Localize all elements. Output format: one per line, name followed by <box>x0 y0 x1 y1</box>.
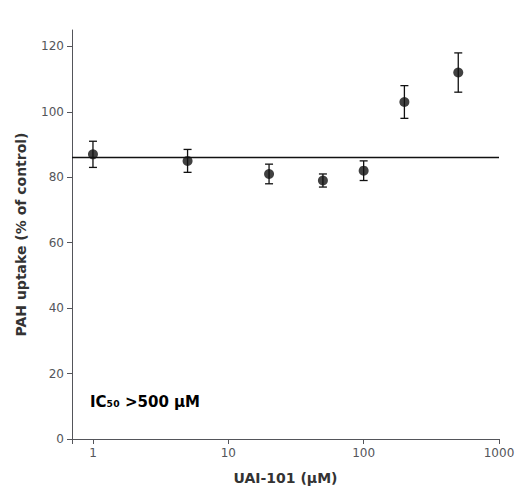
svg-text:120: 120 <box>41 39 64 53</box>
svg-text:10: 10 <box>221 446 236 460</box>
svg-text:80: 80 <box>49 170 64 184</box>
svg-text:IC₅₀ >500 μM: IC₅₀ >500 μM <box>90 393 200 411</box>
svg-text:100: 100 <box>41 105 64 119</box>
svg-text:UAI-101 (μM): UAI-101 (μM) <box>234 470 338 486</box>
svg-text:60: 60 <box>49 236 64 250</box>
svg-text:1000: 1000 <box>484 446 515 460</box>
svg-text:0: 0 <box>56 432 64 446</box>
svg-text:20: 20 <box>49 367 64 381</box>
svg-text:PAH uptake (% of control): PAH uptake (% of control) <box>13 132 29 336</box>
svg-text:40: 40 <box>49 301 64 315</box>
svg-text:100: 100 <box>352 446 375 460</box>
svg-text:1: 1 <box>89 446 97 460</box>
